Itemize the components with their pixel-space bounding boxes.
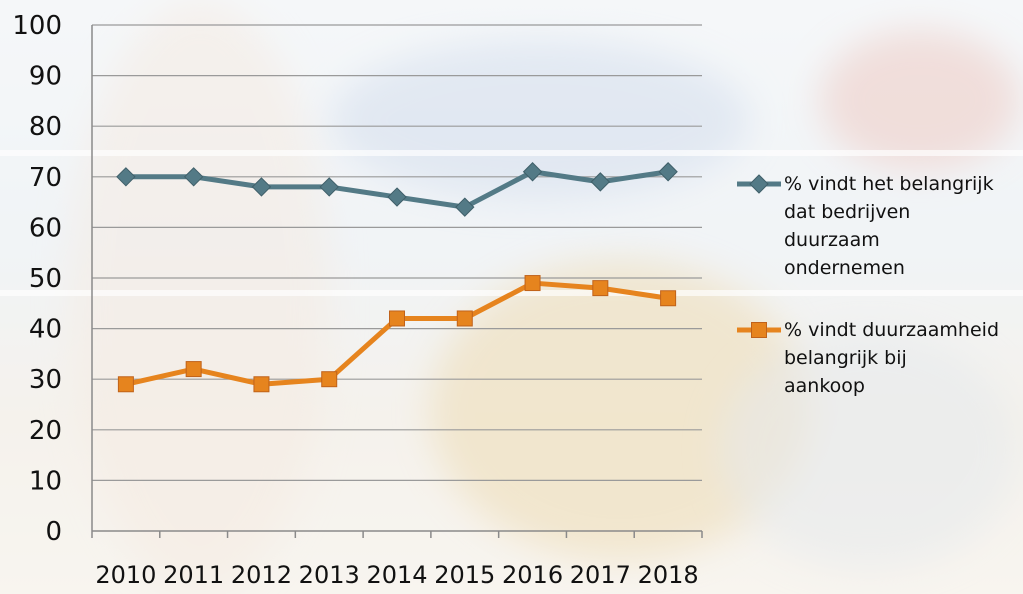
legend-label-1: duurzaam xyxy=(784,229,880,251)
data-point-series-2 xyxy=(524,275,541,292)
data-point-series-1 xyxy=(455,197,475,217)
data-point-series-1 xyxy=(319,177,339,197)
data-point-series-1 xyxy=(590,172,611,192)
data-point-series-2 xyxy=(117,376,134,393)
axes xyxy=(91,25,703,538)
data-point-series-2 xyxy=(592,280,609,297)
y-axis-ticks: 0 10 20 30 40 50 60 70 80 90 100 xyxy=(12,11,62,547)
x-tick-label: 2015 xyxy=(434,561,495,589)
y-tick-label: 10 xyxy=(29,466,62,496)
legend-label-2: aankoop xyxy=(784,375,865,397)
data-point-series-2 xyxy=(389,310,405,327)
y-tick-label: 20 xyxy=(29,416,62,446)
x-tick-label: 2018 xyxy=(638,561,699,589)
data-point-series-2 xyxy=(185,361,202,378)
data-point-series-2 xyxy=(253,376,270,393)
y-tick-label: 30 xyxy=(29,365,62,395)
legend-label-1: % vindt het belangrijk xyxy=(784,173,994,195)
data-point-series-1 xyxy=(387,187,407,207)
data-point-series-1 xyxy=(522,162,543,182)
legend-marker-1 xyxy=(749,174,769,194)
y-tick-label: 0 xyxy=(45,517,62,547)
x-tick-label: 2010 xyxy=(95,561,156,589)
y-tick-label: 70 xyxy=(29,163,62,193)
data-point-series-2 xyxy=(660,290,677,307)
gridlines xyxy=(92,24,702,481)
legend-label-1: dat bedrijven xyxy=(784,201,910,223)
series-group xyxy=(116,162,678,393)
y-tick-label: 80 xyxy=(29,112,62,142)
legend: % vindt het belangrijk dat bedrijven duurz… xyxy=(737,173,999,397)
y-tick-label: 50 xyxy=(29,264,62,294)
x-tick-label: 2014 xyxy=(366,561,427,589)
series-line-2 xyxy=(125,280,669,387)
x-tick-label: 2016 xyxy=(502,561,563,589)
legend-label-1: ondernemen xyxy=(784,257,905,279)
data-point-series-1 xyxy=(183,167,204,187)
y-tick-label: 40 xyxy=(29,315,62,345)
x-axis-ticks: 2010 2011 2012 2013 2014 2015 2016 2017 2018 xyxy=(95,561,698,589)
legend-label-2: belangrijk bij xyxy=(784,347,907,369)
x-tick-label: 2013 xyxy=(299,561,360,589)
data-point-series-1 xyxy=(116,167,136,187)
data-point-series-2 xyxy=(456,310,473,327)
legend-marker-2 xyxy=(751,322,767,338)
y-tick-label: 60 xyxy=(29,213,62,243)
x-tick-label: 2012 xyxy=(231,561,292,589)
x-tick-label: 2017 xyxy=(570,561,631,589)
x-tick-label: 2011 xyxy=(163,561,224,589)
data-point-series-1 xyxy=(251,177,272,197)
data-point-series-1 xyxy=(658,162,678,182)
y-tick-label: 90 xyxy=(29,62,62,92)
legend-label-2: % vindt duurzaamheid xyxy=(784,319,999,341)
data-point-series-2 xyxy=(321,371,338,388)
y-tick-label: 100 xyxy=(12,11,62,41)
